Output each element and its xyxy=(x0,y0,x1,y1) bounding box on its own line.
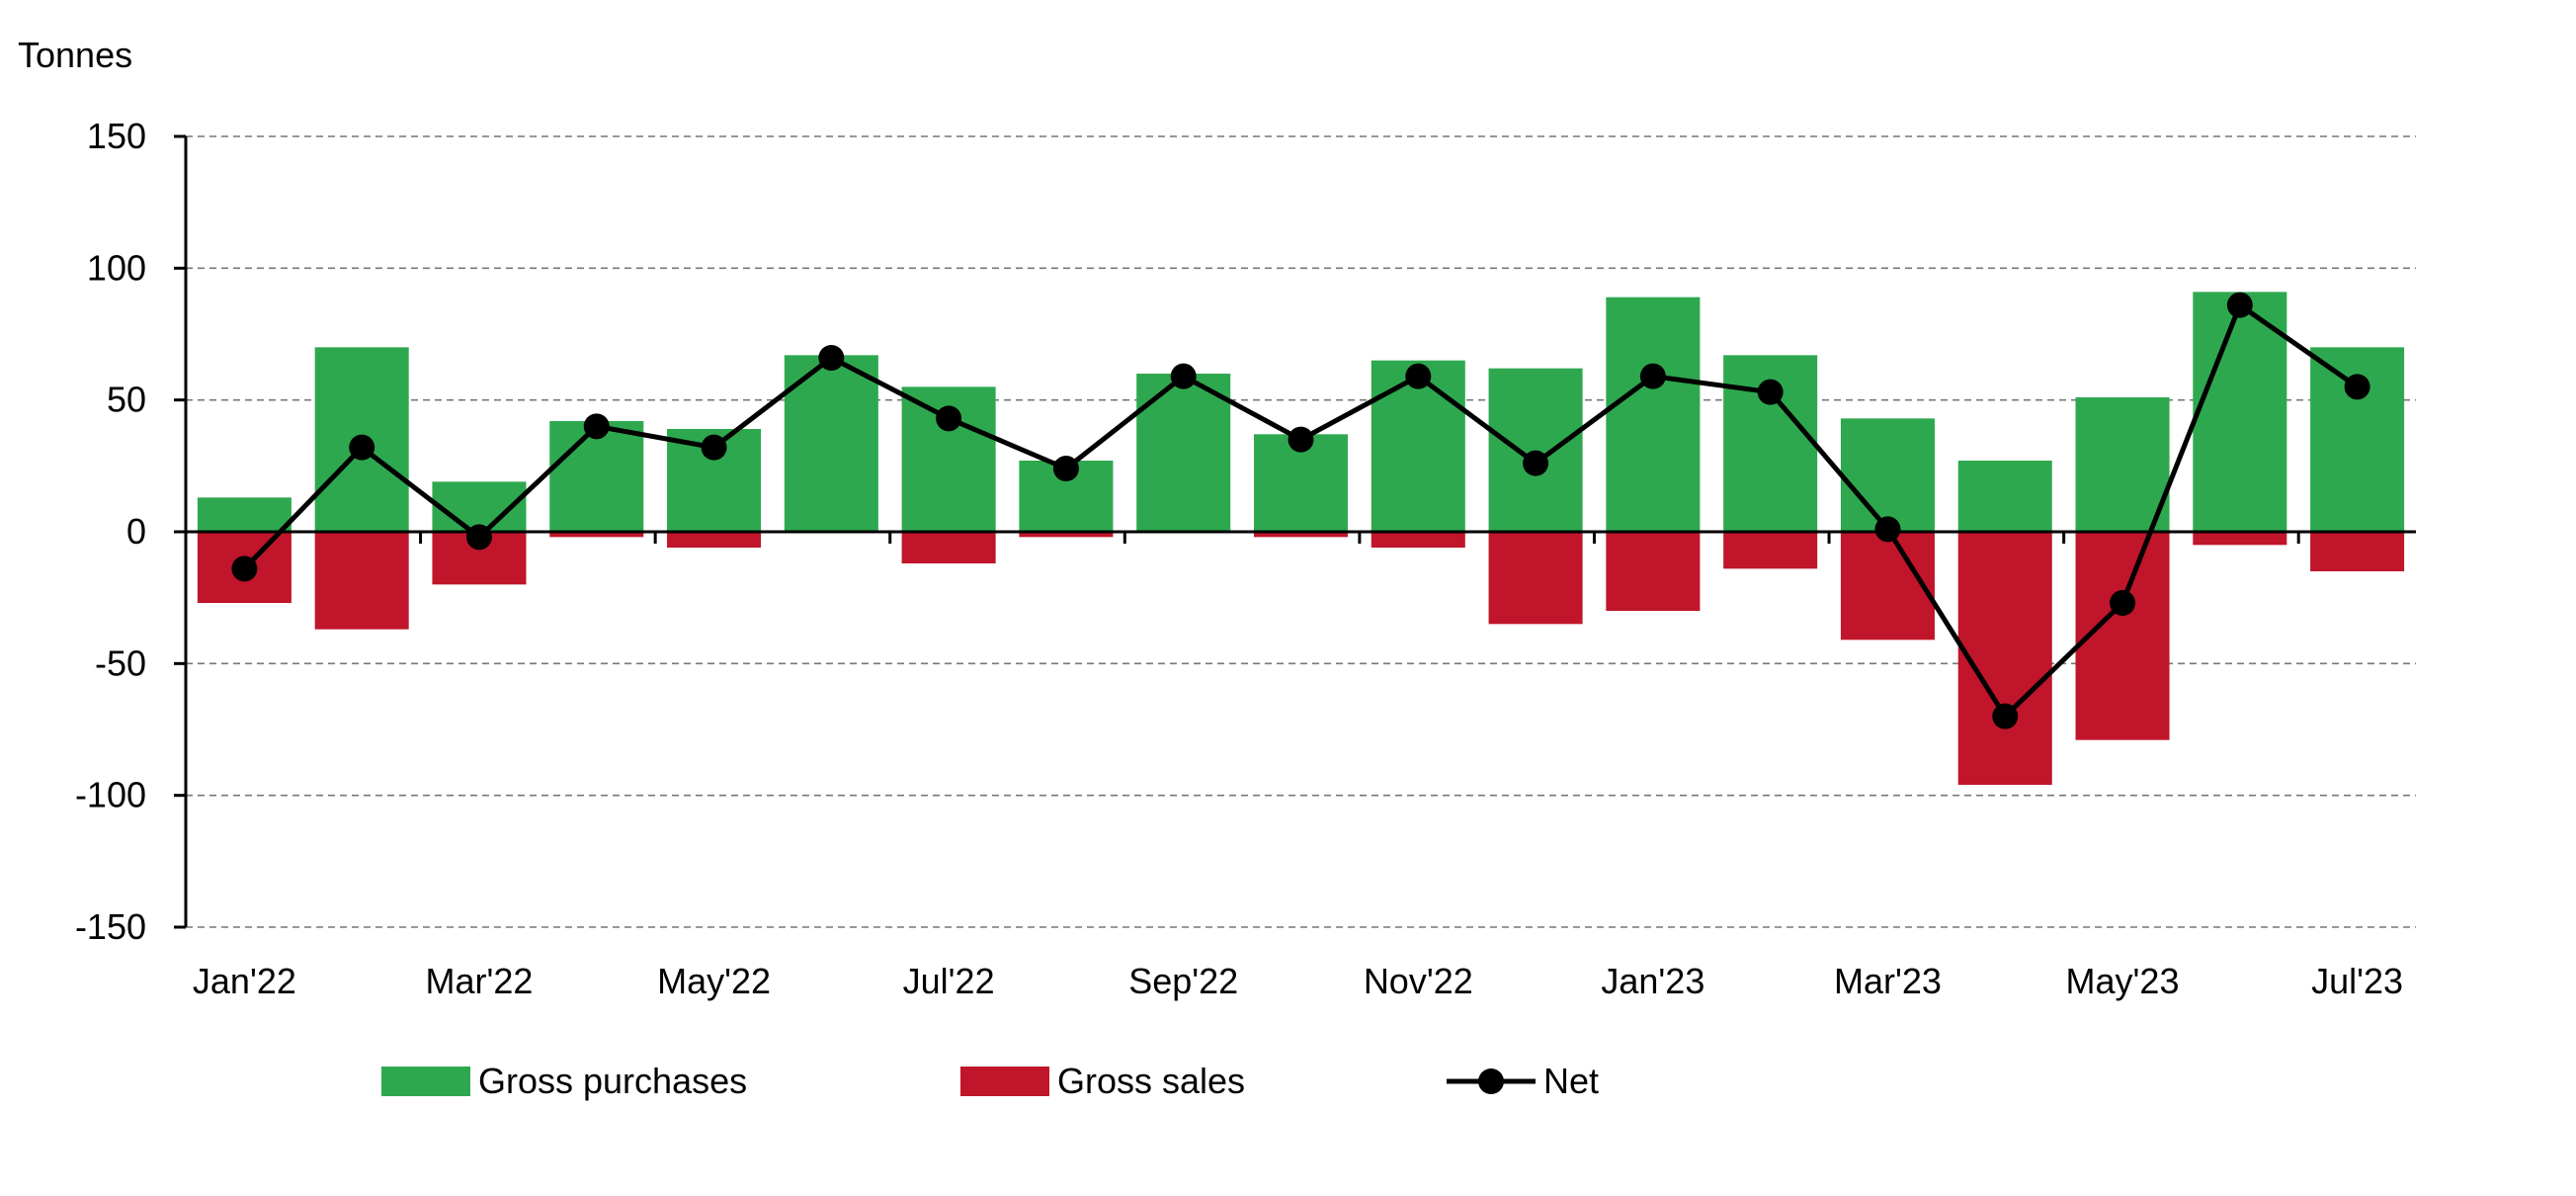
net-marker xyxy=(1052,456,1079,481)
gross-sales-bar xyxy=(1488,532,1583,625)
x-tick-label: Jul'22 xyxy=(903,961,995,1001)
net-marker xyxy=(1992,703,2019,729)
gross-sales-bar xyxy=(314,532,409,630)
x-tick-label: Jan'22 xyxy=(193,961,296,1001)
gross-sales-bar xyxy=(667,532,762,548)
gross-sales-bar xyxy=(2310,532,2405,571)
gross-purchases-bar xyxy=(2075,397,2170,532)
gross-sales-bar xyxy=(1371,532,1465,548)
net-marker xyxy=(583,413,610,440)
grid-lines xyxy=(186,135,2416,928)
gross-sales-bar xyxy=(549,532,644,538)
net-marker xyxy=(231,555,258,582)
y-tick-label: -100 xyxy=(75,775,146,815)
gross-sales-bar xyxy=(2193,532,2287,546)
legend-item-net: Net xyxy=(1447,1061,1599,1101)
legend-label-gross-sales: Gross sales xyxy=(1057,1061,1245,1101)
bars xyxy=(197,292,2405,785)
y-tick-label: -150 xyxy=(75,906,146,947)
y-tick-label: 100 xyxy=(87,247,146,288)
gross-sales-bar xyxy=(1723,532,1818,569)
net-marker xyxy=(701,434,727,461)
net-marker xyxy=(349,434,375,461)
gross-purchases-bar xyxy=(2193,292,2287,532)
net-marker xyxy=(936,405,962,432)
x-tick-labels: Jan'22 Mar'22 May'22 Jul'22 Sep'22 Nov'22 Jan'… xyxy=(193,961,2403,1001)
net-marker xyxy=(1405,363,1432,389)
x-tick-label: Mar'23 xyxy=(1834,961,1942,1001)
legend-label-net: Net xyxy=(1543,1061,1599,1101)
x-tick-label: May'23 xyxy=(2066,961,2180,1001)
net-marker xyxy=(1288,426,1314,453)
gross-purchases-bar xyxy=(1957,461,2052,532)
net-marker xyxy=(1170,363,1197,389)
legend-swatch-gross-purchases xyxy=(381,1067,470,1096)
net-marker xyxy=(465,524,492,551)
gross-sales-bar xyxy=(1019,532,1114,538)
gross-sales-bar xyxy=(1840,532,1935,641)
gross-sales-bar xyxy=(1606,532,1701,611)
gross-purchases-bar xyxy=(1136,374,1231,532)
y-tick-label: 50 xyxy=(107,380,146,420)
net-marker xyxy=(1523,450,1549,476)
x-tick-label: Jan'23 xyxy=(1601,961,1704,1001)
legend-label-gross-purchases: Gross purchases xyxy=(478,1061,747,1101)
legend-item-gross-purchases: Gross purchases xyxy=(381,1061,747,1101)
legend: Gross purchases Gross sales Net xyxy=(381,1061,1599,1101)
x-tick-label: Jul'23 xyxy=(2311,961,2403,1001)
net-marker xyxy=(2344,374,2370,400)
net-marker xyxy=(2110,590,2136,616)
gross-sales-bar xyxy=(901,532,996,563)
gross-purchases-bar xyxy=(1840,418,1935,532)
y-tick-labels: 150 100 50 0 -50 -100 -150 xyxy=(75,116,146,947)
gross-purchases-bar xyxy=(1606,297,1701,532)
net-marker xyxy=(818,345,845,371)
net-marker xyxy=(1639,363,1666,389)
x-tick-label: May'22 xyxy=(657,961,771,1001)
gross-sales-bar xyxy=(1253,532,1349,538)
x-tick-label: Nov'22 xyxy=(1364,961,1473,1001)
y-tick-label: 0 xyxy=(126,511,146,552)
gross-sales-bar xyxy=(1957,532,2052,785)
net-line-layer xyxy=(231,292,2370,729)
gross-purchases-bar xyxy=(1488,368,1583,532)
legend-swatch-net-marker xyxy=(1478,1068,1504,1094)
axes xyxy=(174,134,2416,929)
x-tick-label: Sep'22 xyxy=(1128,961,1238,1001)
net-marker xyxy=(2226,292,2253,318)
y-tick-label: 150 xyxy=(87,116,146,156)
y-tick-label: -50 xyxy=(95,642,146,683)
net-marker xyxy=(1874,516,1901,543)
legend-swatch-gross-sales xyxy=(960,1067,1049,1096)
net-marker xyxy=(1757,379,1784,405)
gross-purchases-bar xyxy=(197,497,291,532)
y-axis-title: Tonnes xyxy=(18,35,132,75)
gross-purchases-bar xyxy=(549,421,644,532)
x-tick-label: Mar'22 xyxy=(426,961,534,1001)
legend-item-gross-sales: Gross sales xyxy=(960,1061,1245,1101)
